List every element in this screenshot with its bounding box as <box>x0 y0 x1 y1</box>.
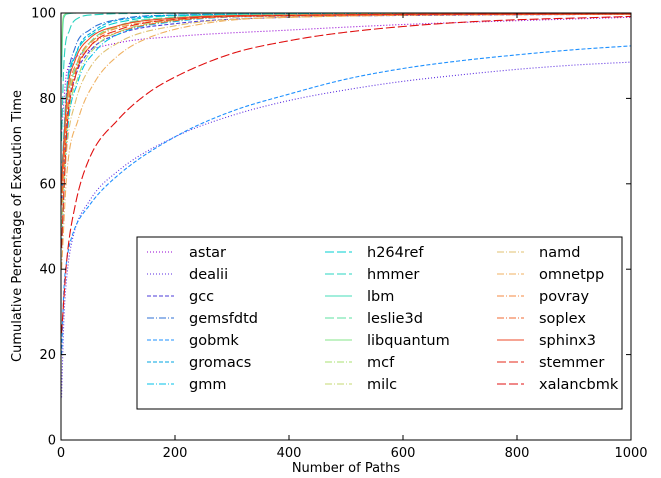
legend-label: mcf <box>367 355 395 371</box>
legend-label: namd <box>539 245 580 261</box>
legend-label: xalancbmk <box>539 377 619 393</box>
legend-entry-stemmer: stemmer <box>497 355 604 371</box>
legend-label: soplex <box>539 311 586 327</box>
x-tick-label: 800 <box>505 446 530 461</box>
legend-label: gobmk <box>189 333 239 349</box>
y-tick-label: 60 <box>39 177 56 192</box>
legend-label: libquantum <box>367 333 450 349</box>
y-tick-label: 80 <box>39 92 56 107</box>
legend-box <box>136 236 623 410</box>
legend-label: hmmer <box>367 267 419 283</box>
legend-entry-hmmer: hmmer <box>325 267 419 283</box>
x-axis-label: Number of Paths <box>292 461 401 476</box>
series-line-xalancbmk <box>61 15 631 334</box>
legend-entry-libquantum: libquantum <box>325 333 450 349</box>
legend-label: gemsfdtd <box>189 311 258 327</box>
series-line-h264ref <box>61 13 631 176</box>
legend-label: lbm <box>367 289 394 305</box>
x-tick-label: 0 <box>57 446 65 461</box>
y-tick-label: 0 <box>48 434 56 449</box>
legend-entry-h264ref: h264ref <box>325 245 424 261</box>
y-axis-label: Cumulative Percentage of Execution Time <box>10 90 25 362</box>
legend-entry-sphinx3: sphinx3 <box>497 333 596 349</box>
legend-entry-omnetpp: omnetpp <box>497 267 604 283</box>
series-line-stemmer <box>61 13 631 248</box>
y-tick-label: 100 <box>31 7 56 22</box>
x-tick-label: 400 <box>277 446 302 461</box>
legend-entry-leslie3d: leslie3d <box>325 311 423 327</box>
legend-entry-astar: astar <box>147 245 226 261</box>
legend-entry-gromacs: gromacs <box>147 355 251 371</box>
legend-label: gromacs <box>189 355 251 371</box>
series-line-omnetpp <box>61 13 631 270</box>
legend-entry-mcf: mcf <box>325 355 395 371</box>
legend-entry-xalancbmk: xalancbmk <box>497 377 619 393</box>
legend-label: omnetpp <box>539 267 604 283</box>
legend-entry-gcc: gcc <box>147 289 214 305</box>
x-tick-label: 200 <box>163 446 188 461</box>
series-line-libquantum <box>61 13 631 56</box>
legend-label: h264ref <box>367 245 424 261</box>
legend-label: milc <box>367 377 397 393</box>
series-layer <box>61 13 631 398</box>
legend-label: leslie3d <box>367 311 423 327</box>
legend-entry-gobmk: gobmk <box>147 333 239 349</box>
series-line-gobmk <box>61 45 631 355</box>
legend-label: povray <box>539 289 590 305</box>
legend-label: stemmer <box>539 355 604 371</box>
legend-label: gmm <box>189 377 226 393</box>
legend-label: astar <box>189 245 226 261</box>
legend-entry-povray: povray <box>497 289 590 305</box>
x-tick-label: 1000 <box>614 446 647 461</box>
x-tick-label: 600 <box>391 446 416 461</box>
legend-entry-lbm: lbm <box>325 289 394 305</box>
tick-layer <box>60 12 632 441</box>
legend-entry-gmm: gmm <box>147 377 226 393</box>
y-tick-label: 40 <box>39 263 56 278</box>
legend-entry-gemsfdtd: gemsfdtd <box>147 311 258 327</box>
legend: astar dealii gcc gemsfdtd gobmk gromacs gmm h26… <box>136 236 623 410</box>
legend-label: sphinx3 <box>539 333 596 349</box>
legend-label: dealii <box>189 267 228 283</box>
tick-labels-layer: 0 200 400 600 800 1000 0 20 40 60 80 100 <box>31 7 647 462</box>
legend-entry-dealii: dealii <box>147 267 228 283</box>
legend-entry-milc: milc <box>325 377 397 393</box>
y-tick-label: 20 <box>39 348 56 363</box>
plot-frame <box>60 12 632 441</box>
legend-entry-namd: namd <box>497 245 580 261</box>
legend-entry-soplex: soplex <box>497 311 586 327</box>
legend-label: gcc <box>189 289 214 305</box>
legend-entries: astar dealii gcc gemsfdtd gobmk gromacs gmm h26… <box>147 245 619 393</box>
